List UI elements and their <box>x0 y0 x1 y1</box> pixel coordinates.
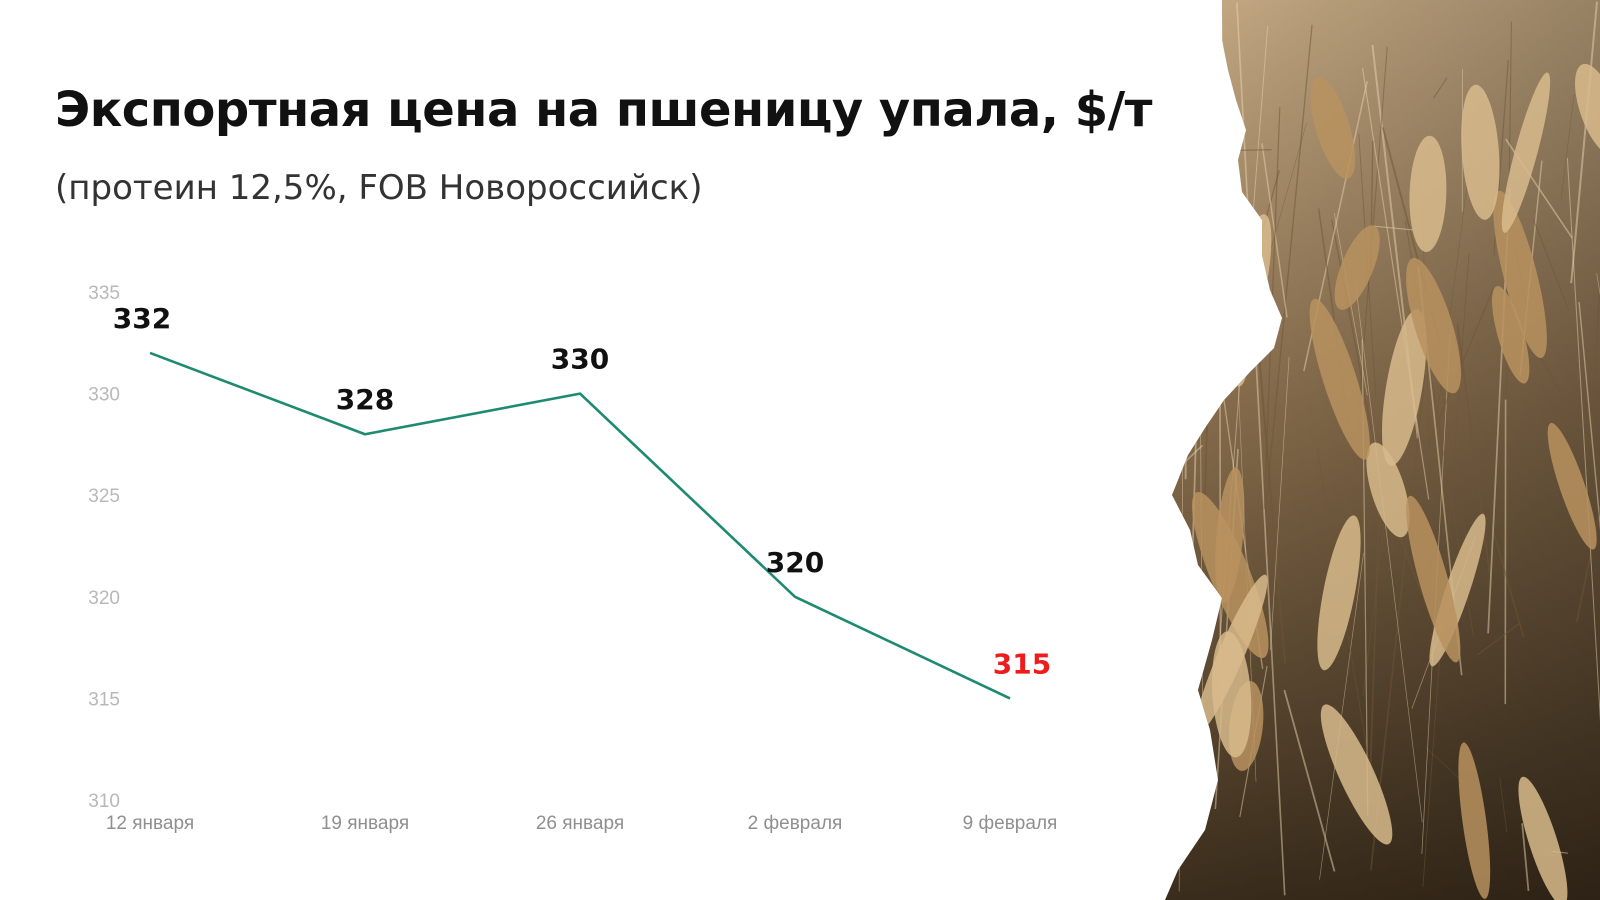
x-tick-label: 26 января <box>536 813 624 834</box>
y-tick-label: 320 <box>88 588 120 609</box>
x-tick-label: 9 февраля <box>963 813 1058 834</box>
series-line <box>149 351 1011 700</box>
x-tick-label: 19 января <box>321 813 409 834</box>
data-label: 320 <box>766 546 824 579</box>
data-label: 330 <box>551 343 609 376</box>
x-tick-label: 12 января <box>106 813 194 834</box>
y-tick-label: 335 <box>88 283 120 304</box>
y-tick-label: 330 <box>88 385 120 406</box>
x-tick-label: 2 февраля <box>748 813 843 834</box>
y-tick-label: 310 <box>88 791 120 812</box>
data-label: 328 <box>336 383 394 416</box>
y-tick-label: 315 <box>88 689 120 710</box>
data-label: 332 <box>113 302 171 335</box>
data-label: 315 <box>993 647 1051 680</box>
chart-subtitle: (протеин 12,5%, FOB Новороссийск) <box>55 168 703 208</box>
y-tick-label: 325 <box>88 486 120 507</box>
chart-title: Экспортная цена на пшеницу упала, $/т <box>55 82 1152 138</box>
